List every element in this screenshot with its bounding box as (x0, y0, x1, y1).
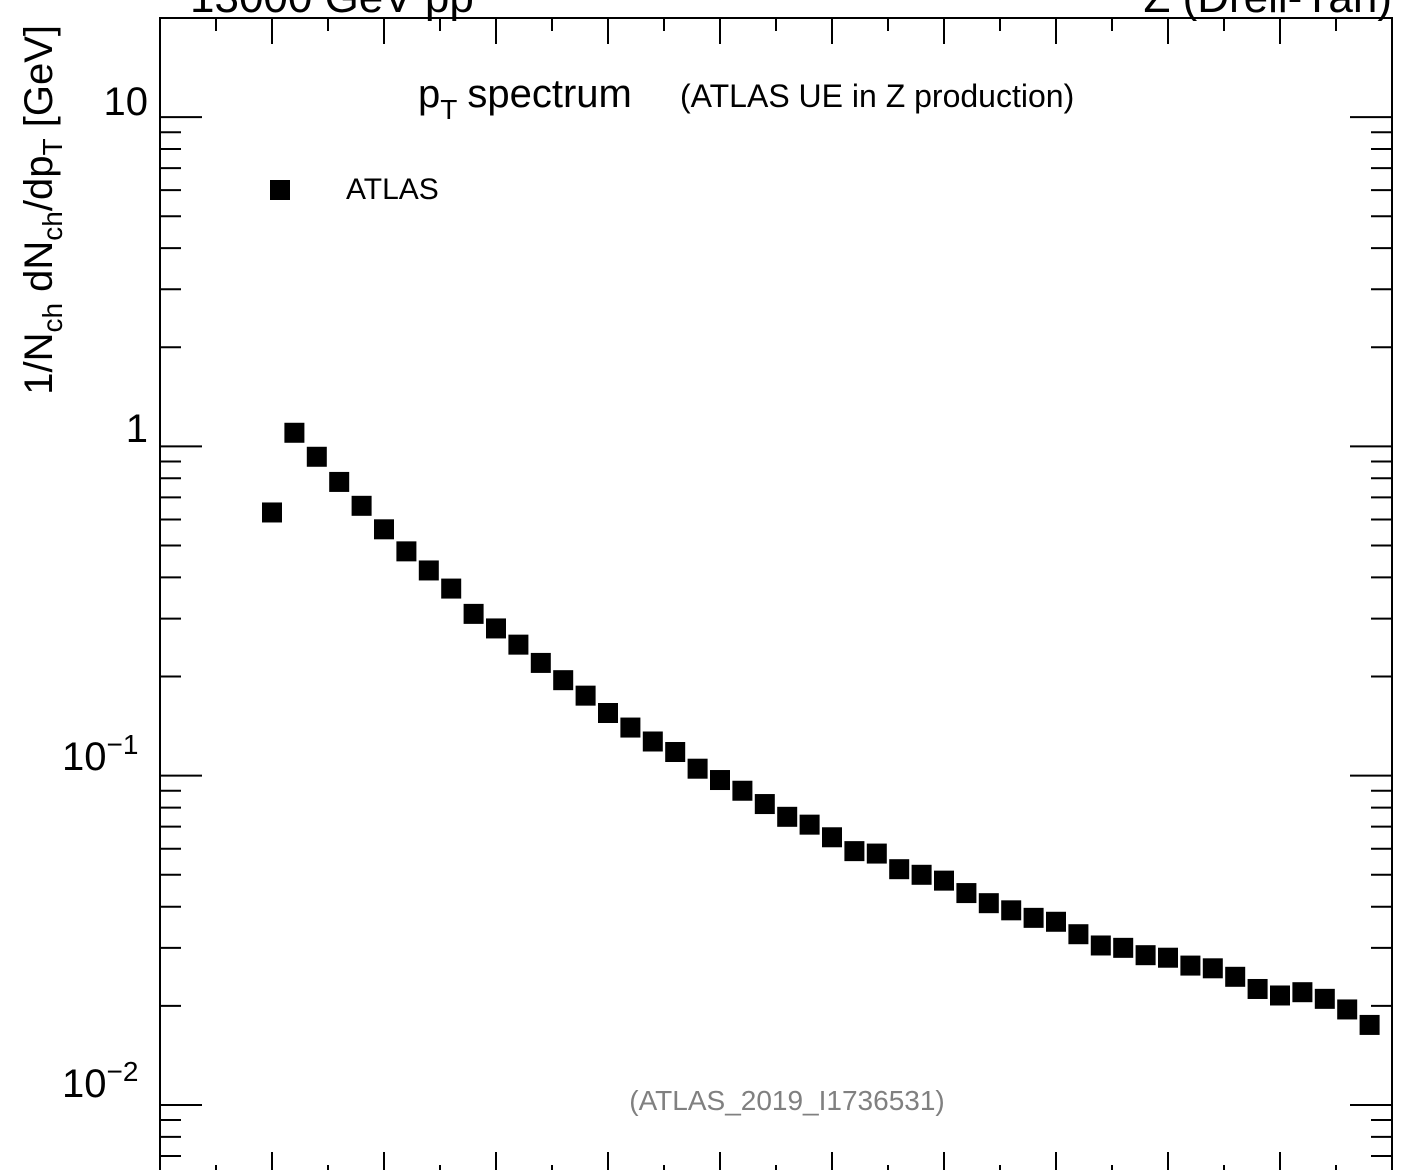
data-point (1090, 935, 1111, 956)
data-point (956, 883, 977, 904)
title-p: p (418, 72, 440, 116)
data-point (799, 814, 820, 835)
data-point (1001, 900, 1022, 921)
chart-subtitle: (ATLAS UE in Z production) (680, 78, 1074, 114)
data-point (441, 578, 462, 599)
data-point (1359, 1014, 1380, 1035)
data-point (866, 843, 887, 864)
data-point (1337, 999, 1358, 1020)
y-tick-label-1: 1 (126, 407, 148, 451)
x-axis-ticks (159, 18, 1393, 1170)
header-right-text: Z (Drell-Yan) (1143, 0, 1392, 22)
y-label-b-sub: ch (37, 211, 68, 241)
y-label-b: dN (17, 241, 61, 292)
data-point (1225, 966, 1246, 987)
data-point (710, 770, 730, 791)
data-point (1247, 978, 1268, 999)
data-point (575, 685, 596, 706)
data-point (508, 634, 529, 655)
data-point (777, 806, 798, 827)
y-tick-label-0.01: 10−2 (62, 1056, 138, 1106)
data-point (911, 864, 932, 885)
title-rest: spectrum (467, 72, 632, 116)
legend-label-atlas: ATLAS (346, 173, 439, 206)
data-point (598, 703, 618, 724)
data-point (822, 827, 842, 848)
data-point (396, 541, 417, 562)
y-axis-ticks (160, 17, 1392, 1157)
y-label-a: 1/N (17, 333, 61, 395)
y-tick-label-0.1: 10−1 (62, 729, 138, 779)
data-point (620, 717, 641, 738)
title-sub: T (440, 94, 457, 125)
y-tick-label-0.1-base: 10 (62, 735, 107, 779)
data-point (754, 794, 775, 815)
y-label-c-sub: T (37, 138, 68, 155)
legend: ATLAS (270, 173, 439, 206)
data-point (374, 519, 394, 540)
data-point (687, 758, 708, 779)
data-point (665, 742, 686, 763)
y-label-d: [GeV] (17, 25, 61, 127)
data-point (934, 870, 954, 891)
legend-marker-atlas (270, 180, 290, 200)
data-point (530, 652, 551, 673)
y-tick-label-10: 10 (104, 80, 149, 124)
data-point (351, 495, 372, 516)
data-point (642, 731, 663, 752)
data-point (262, 502, 282, 523)
data-point (1270, 985, 1290, 1006)
chart-title: pT spectrum (418, 72, 632, 125)
data-point (1314, 988, 1335, 1009)
data-point (889, 859, 910, 880)
data-point (1158, 947, 1178, 968)
data-point (284, 422, 305, 443)
data-point (553, 670, 574, 691)
data-point (732, 780, 753, 801)
data-point (463, 603, 484, 624)
y-axis-label: 1/Nch dNch/dpT [GeV] (17, 25, 68, 395)
data-series-atlas (262, 422, 1380, 1035)
data-point (418, 560, 439, 581)
plot-frame (159, 17, 1393, 1170)
analysis-watermark: (ATLAS_2019_I1736531) (629, 1085, 945, 1116)
y-tick-label-0.01-exp: −2 (107, 1056, 139, 1087)
data-point (978, 893, 999, 914)
header-left-text: 13000 GeV pp (190, 0, 474, 22)
data-point (1292, 982, 1313, 1003)
data-point (486, 618, 506, 639)
data-point (1135, 945, 1156, 966)
data-point (1180, 955, 1201, 976)
data-point (1046, 911, 1066, 932)
data-point (1068, 924, 1089, 945)
data-point (844, 841, 865, 862)
data-point (1023, 907, 1044, 928)
data-point (329, 471, 350, 492)
y-label-a-sub: ch (37, 303, 68, 333)
data-point (306, 446, 327, 467)
y-tick-label-0.01-base: 10 (62, 1062, 107, 1106)
data-point (1202, 958, 1223, 979)
y-label-c: /dp (17, 156, 61, 212)
data-point (1113, 937, 1134, 958)
y-tick-label-0.1-exp: −1 (107, 729, 139, 760)
